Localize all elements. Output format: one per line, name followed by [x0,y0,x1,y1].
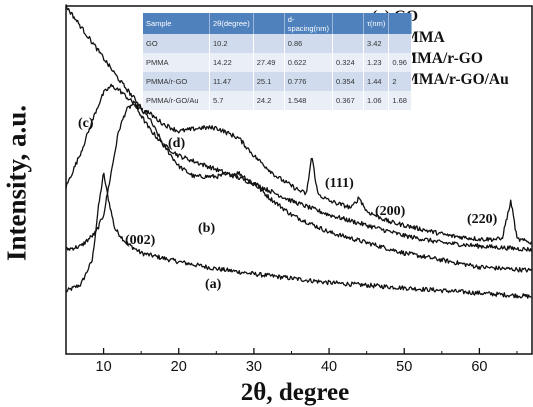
annotation-label: (a) [205,277,222,292]
header-sample: Sample [143,13,210,34]
annotation-label: (111) [325,176,354,191]
table-row: PMMA 14.22 27.49 0.622 0.324 1.23 0.96 [143,53,412,72]
x-tick-label: 60 [471,359,487,375]
cell-tau: 1.44 [363,72,388,91]
cell-sample: PMMA/r-GO/Au [143,91,210,110]
x-axis-ticks: 10 20 30 40 50 60 [66,348,517,375]
cell-d-spacing-2: 0.367 [332,91,363,110]
cell-d-spacing: 0.86 [284,34,332,53]
table-row: PMMA/r-GO/Au 5.7 24.2 1.548 0.367 1.06 1… [143,91,412,110]
x-tick-label: 20 [171,359,187,375]
cell-sample: GO [143,34,210,53]
cell-tau-2: 2 [389,72,412,91]
cell-tau: 1.23 [363,53,388,72]
cell-d-spacing: 0.776 [284,72,332,91]
cell-d-spacing-2 [332,34,363,53]
x-tick-label: 10 [96,359,112,375]
cell-d-spacing-2: 0.324 [332,53,363,72]
cell-two-theta-2: 24.2 [253,91,284,110]
cell-tau: 3.42 [363,34,388,53]
cell-two-theta: 11.47 [210,72,254,91]
annotation-label: (d) [168,136,185,151]
header-tau-2 [389,13,412,34]
cell-sample: PMMA [143,53,210,72]
table-row: PMMA/r-GO 11.47 25.1 0.776 0.354 1.44 2 [143,72,412,91]
x-axis-label: 2θ, degree [170,380,420,406]
table-row: GO 10.2 0.86 3.42 [143,34,412,53]
annotation-label: (c) [78,116,94,131]
y-axis-label: Intensity, a.u. [2,105,33,261]
cell-tau-2: 0.96 [389,53,412,72]
annotation-label: (b) [198,221,215,236]
cell-two-theta: 10.2 [210,34,254,53]
inset-table-header: Sample 2θ(degree) d-spacing(nm) τ(nm) [143,13,412,34]
annotations-layer: (a) (b) (c) (d) (002) (111) (200) (220) [78,116,498,292]
x-tick-label: 30 [246,359,262,375]
cell-two-theta: 14.22 [210,53,254,72]
header-two-theta-2 [253,13,284,34]
y-axis-label-box: Intensity, a.u. [2,168,32,198]
cell-tau: 1.06 [363,91,388,110]
annotation-label: (220) [467,212,498,227]
cell-tau-2 [389,34,412,53]
header-d-spacing-2 [332,13,363,34]
cell-d-spacing: 0.622 [284,53,332,72]
header-tau: τ(nm) [363,13,388,34]
x-tick-label: 40 [321,359,337,375]
cell-two-theta-2: 27.49 [253,53,284,72]
cell-tau-2: 1.68 [389,91,412,110]
annotation-label: (200) [375,204,406,219]
header-d-spacing: d-spacing(nm) [284,13,332,34]
cell-d-spacing-2: 0.354 [332,72,363,91]
annotation-label: (002) [125,233,156,248]
x-tick-label: 50 [396,359,412,375]
inset-data-table: Sample 2θ(degree) d-spacing(nm) τ(nm) GO… [143,13,412,110]
header-two-theta: 2θ(degree) [210,13,254,34]
cell-d-spacing: 1.548 [284,91,332,110]
cell-two-theta: 5.7 [210,91,254,110]
cell-sample: PMMA/r-GO [143,72,210,91]
cell-two-theta-2 [253,34,284,53]
cell-two-theta-2: 25.1 [253,72,284,91]
